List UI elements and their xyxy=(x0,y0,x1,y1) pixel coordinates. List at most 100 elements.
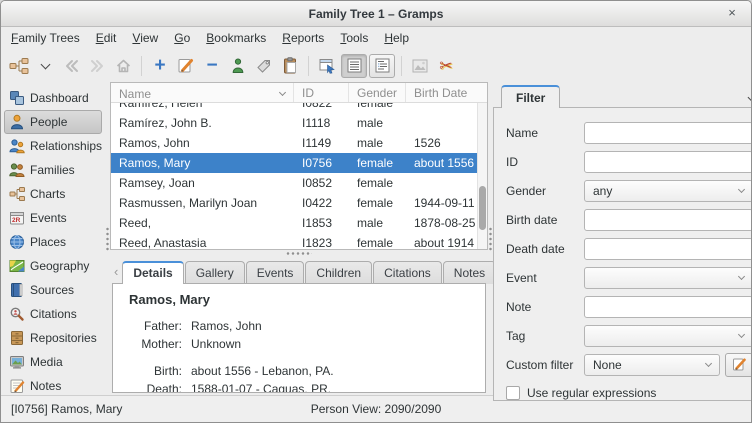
navigation-sidebar: Dashboard People Relationships Families … xyxy=(1,82,105,395)
table-row[interactable]: Ramos, John I1149 male 1526 xyxy=(119,136,441,150)
filter-gender-dropdown[interactable]: any xyxy=(584,179,751,202)
details-death-row: Death: 1588-01-07 - Caguas, PR. xyxy=(146,382,332,393)
edit-custom-filter-button[interactable] xyxy=(725,352,751,377)
pencil-icon xyxy=(732,358,746,371)
column-header-gender[interactable]: Gender xyxy=(349,83,406,102)
sidebar-item-media[interactable]: Media xyxy=(4,350,102,374)
menu-family-trees[interactable]: Family Trees xyxy=(11,31,80,45)
scrollbar-thumb[interactable] xyxy=(479,186,486,230)
export-view-button[interactable] xyxy=(408,54,432,78)
sidebar-item-notes[interactable]: Notes xyxy=(4,374,102,395)
details-mother-row: Mother: Unknown xyxy=(141,337,242,351)
person-table: Name ID Gender Birth Date Ramírez, Helen… xyxy=(110,82,488,250)
svg-text:2R: 2R xyxy=(12,217,21,224)
table-row[interactable]: Ramírez, John B. I1118 male xyxy=(119,116,384,130)
forward-button[interactable] xyxy=(85,54,109,78)
filter-note-row: Note xyxy=(506,292,751,321)
clipboard-button[interactable] xyxy=(278,54,302,78)
sidebar-item-repositories[interactable]: Repositories xyxy=(4,326,102,350)
filter-id-row: ID xyxy=(506,147,751,176)
remove-person-button[interactable]: − xyxy=(200,54,224,78)
menu-bookmarks[interactable]: Bookmarks xyxy=(206,31,267,45)
places-icon xyxy=(10,235,24,249)
menu-go[interactable]: Go xyxy=(174,31,191,45)
filter-collapse-icon[interactable] xyxy=(747,92,751,103)
filter-custom-filter-dropdown[interactable]: None xyxy=(584,353,720,376)
back-button[interactable] xyxy=(59,54,83,78)
forward-arrow-icon xyxy=(90,59,103,72)
add-person-button[interactable]: + xyxy=(148,54,172,78)
edit-person-button[interactable] xyxy=(174,54,198,78)
filter-note-input[interactable] xyxy=(584,295,751,318)
column-header-birth-date[interactable]: Birth Date xyxy=(414,86,468,100)
sidebar-item-events[interactable]: 2R Events xyxy=(4,206,102,230)
table-header: Name ID Gender Birth Date xyxy=(111,83,487,103)
tab-citations[interactable]: Citations xyxy=(373,261,442,284)
family-trees-menu-button[interactable] xyxy=(33,54,57,78)
details-father-row: Father: Ramos, John xyxy=(143,319,262,333)
sidebar-item-citations[interactable]: Citations xyxy=(4,302,102,326)
table-row[interactable]: Ramsey, Joan I0852 female xyxy=(119,176,394,190)
sidebar-item-sources[interactable]: Sources xyxy=(4,278,102,302)
sidebar-item-relationships[interactable]: Relationships xyxy=(4,134,102,158)
configure-view-button[interactable] xyxy=(315,54,339,78)
cut-button[interactable]: ✂ xyxy=(434,54,458,78)
filter-death-date-input[interactable] xyxy=(584,237,751,260)
column-header-id[interactable]: ID xyxy=(294,83,349,102)
tab-filter[interactable]: Filter xyxy=(501,85,561,108)
filter-birth-date-input[interactable] xyxy=(584,208,751,231)
center-pane: Name ID Gender Birth Date Ramírez, Helen… xyxy=(110,82,513,395)
sidebar-item-geography[interactable]: Geography xyxy=(4,254,102,278)
toolbar-separator xyxy=(401,55,402,76)
regex-checkbox-row: Use regular expressions xyxy=(506,386,751,400)
list-view-toggle[interactable] xyxy=(341,53,367,78)
merge-person-icon xyxy=(232,58,244,73)
close-button[interactable]: × xyxy=(728,5,736,20)
sidebar-item-label: Dashboard xyxy=(30,91,89,105)
filter-event-dropdown[interactable] xyxy=(584,266,751,289)
tab-details[interactable]: Details xyxy=(122,261,184,284)
table-row[interactable]: Reed, I1853 male 1878-08-25 xyxy=(119,216,476,230)
menu-tools[interactable]: Tools xyxy=(340,31,369,45)
menu-help[interactable]: Help xyxy=(384,31,410,45)
tab-gallery[interactable]: Gallery xyxy=(184,261,245,284)
toolbar-separator xyxy=(308,55,309,76)
sidebar-item-dashboard[interactable]: Dashboard xyxy=(4,86,102,110)
scissors-icon: ✂ xyxy=(439,57,453,75)
family-trees-button[interactable] xyxy=(7,54,31,78)
regex-checkbox[interactable] xyxy=(506,386,520,400)
sidebar-item-label: Geography xyxy=(30,259,90,273)
tab-events[interactable]: Events xyxy=(245,261,305,284)
table-scrollbar[interactable] xyxy=(477,103,487,249)
menu-reports[interactable]: Reports xyxy=(282,31,325,45)
sidebar-item-charts[interactable]: Charts xyxy=(4,182,102,206)
menu-view[interactable]: View xyxy=(132,31,159,45)
filter-name-input[interactable] xyxy=(584,121,751,144)
tab-children[interactable]: Children xyxy=(305,261,373,284)
filter-tag-dropdown[interactable] xyxy=(584,324,751,347)
tab-scroll-left-icon[interactable]: ‹ xyxy=(114,264,119,279)
sidebar-item-people[interactable]: People xyxy=(4,110,102,134)
tag-button[interactable] xyxy=(252,54,276,78)
grouped-view-toggle[interactable] xyxy=(369,53,395,78)
home-button[interactable] xyxy=(111,54,135,78)
menu-edit[interactable]: Edit xyxy=(95,31,117,45)
merge-person-button[interactable] xyxy=(226,54,250,78)
sidebar-item-families[interactable]: Families xyxy=(4,158,102,182)
table-row[interactable]: Rasmussen, Marilyn Joan I0422 female 1944-0… xyxy=(119,196,475,210)
filter-id-input[interactable] xyxy=(584,150,751,173)
detail-tabstrip: ‹ Details Gallery Events Children Citati… xyxy=(110,257,513,284)
column-header-name[interactable]: Name xyxy=(111,83,294,102)
detail-splitter[interactable] xyxy=(110,250,488,257)
table-body: Ramírez, Helen I0822 female Ramírez, John … xyxy=(111,93,487,250)
table-row[interactable]: Reed, Anastasia I1823 female about 1914 xyxy=(119,236,475,250)
tab-notes[interactable]: Notes xyxy=(442,261,497,284)
sidebar-item-label: Relationships xyxy=(30,139,103,153)
sidebar-item-places[interactable]: Places xyxy=(4,230,102,254)
filter-tabrow: Filter xyxy=(493,84,751,108)
menubar: Family Trees Edit View Go Bookmarks Repo… xyxy=(1,27,751,49)
dashboard-icon xyxy=(10,91,24,105)
table-row-selected[interactable]: Ramos, Mary I0756 female about 1556 xyxy=(111,153,487,173)
plus-icon: + xyxy=(154,54,166,76)
